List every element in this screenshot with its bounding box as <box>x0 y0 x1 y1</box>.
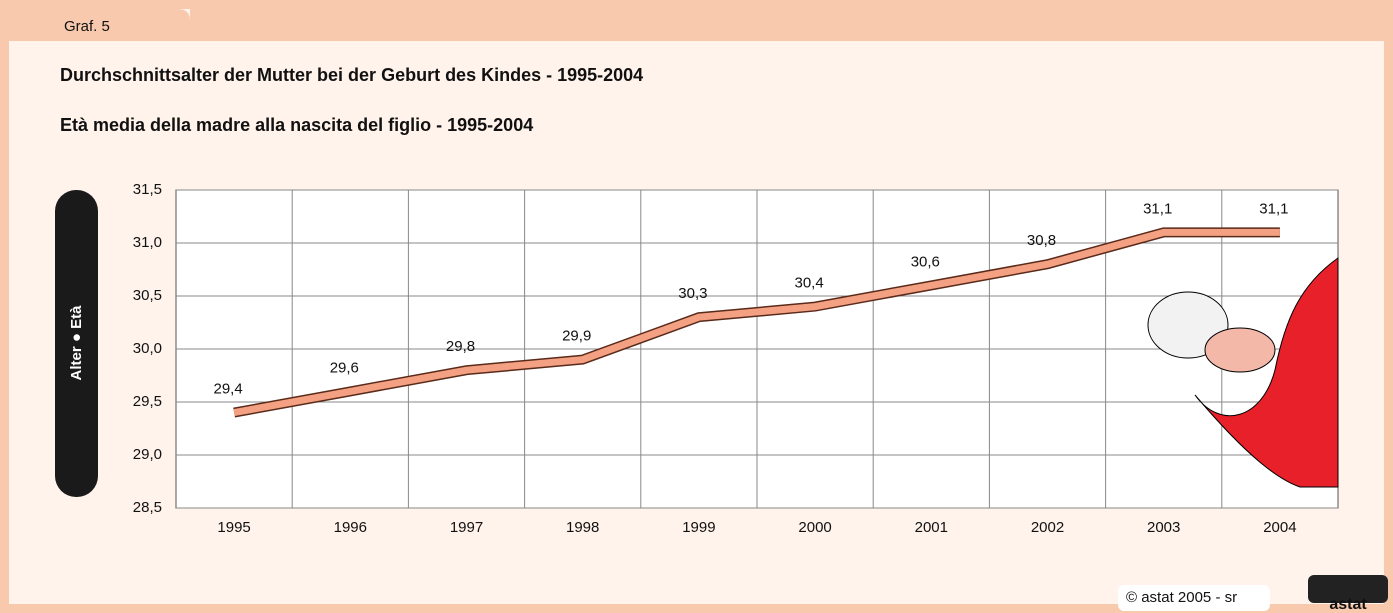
x-tick-label: 2000 <box>798 519 831 536</box>
y-tick-label: 30,5 <box>133 287 162 304</box>
y-tick-label: 31,5 <box>133 181 162 198</box>
tab-space <box>190 9 1384 41</box>
x-tick-label: 1995 <box>217 519 250 536</box>
value-label: 30,3 <box>678 285 707 302</box>
x-tick-label: 2004 <box>1263 519 1296 536</box>
y-tick-label: 31,0 <box>133 234 162 251</box>
x-tick-label: 2001 <box>915 519 948 536</box>
y-tick-label: 30,0 <box>133 340 162 357</box>
y-tick-label: 28,5 <box>133 499 162 516</box>
y-axis-label: Alter ● Età <box>68 305 85 381</box>
figure-body <box>1194 257 1339 488</box>
y-tick-label: 29,5 <box>133 393 162 410</box>
line <box>233 228 1280 417</box>
baby-body <box>1204 327 1276 373</box>
logo-map <box>1308 575 1388 603</box>
value-label: 31,1 <box>1259 200 1288 217</box>
tab <box>9 9 190 41</box>
footer-box <box>1118 585 1270 611</box>
tab-label: Graf. 5 <box>64 18 110 35</box>
value-label: 29,4 <box>213 381 242 398</box>
chart-subtitle: Età media della madre alla nascita del f… <box>60 115 533 135</box>
value-label: 30,4 <box>794 275 823 292</box>
logo: astat <box>1329 596 1367 613</box>
x-tick-label: 1997 <box>450 519 483 536</box>
value-label: 29,6 <box>330 359 359 376</box>
value-label: 31,1 <box>1143 200 1172 217</box>
y-tick-label: 29,0 <box>133 446 162 463</box>
x-tick-label: 1999 <box>682 519 715 536</box>
value-label: 29,9 <box>562 328 591 345</box>
illustration <box>1147 257 1339 488</box>
value-label: 29,8 <box>446 338 475 355</box>
x-tick-label: 2003 <box>1147 519 1180 536</box>
y-label-pill <box>55 190 98 497</box>
x-tick-label: 1998 <box>566 519 599 536</box>
x-tick-label: 1996 <box>334 519 367 536</box>
value-label: 30,6 <box>911 253 940 270</box>
value-label: 30,8 <box>1027 232 1056 249</box>
x-tick-label: 2002 <box>1031 519 1064 536</box>
footer: © astat 2005 - sr <box>1126 589 1237 606</box>
chart-title: Durchschnittsalter der Mutter bei der Ge… <box>60 65 643 85</box>
